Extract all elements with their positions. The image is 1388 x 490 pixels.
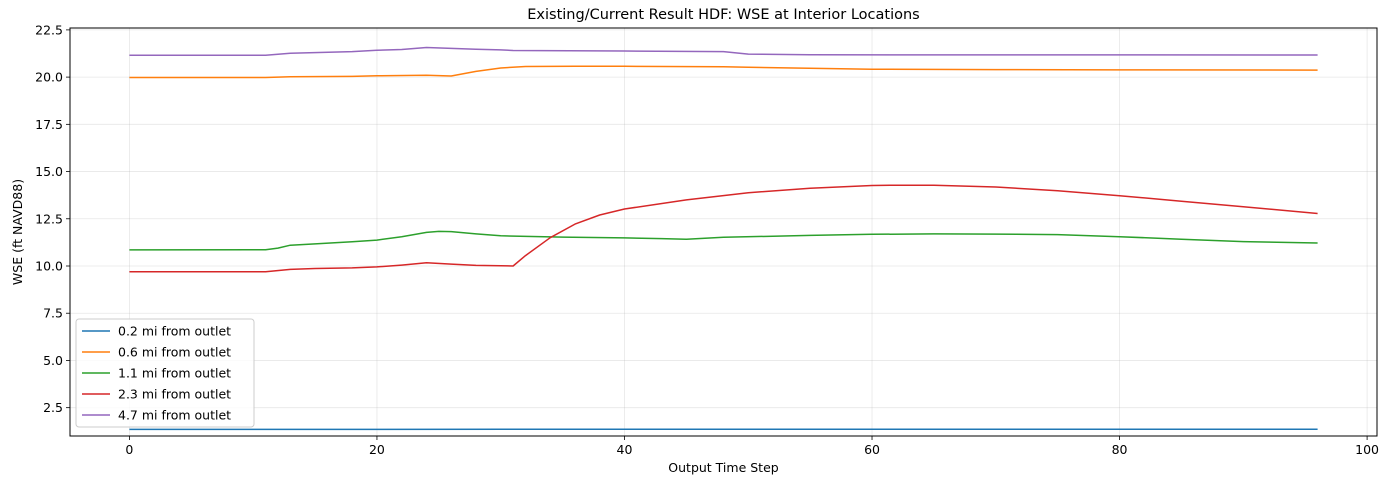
grid-layer (70, 28, 1377, 436)
x-tick-label: 80 (1112, 442, 1128, 457)
y-tick-label: 22.5 (35, 22, 63, 37)
y-tick-label: 20.0 (35, 70, 63, 85)
x-tick-label: 0 (125, 442, 133, 457)
x-tick-label: 40 (617, 442, 633, 457)
x-axis-label: Output Time Step (668, 460, 778, 475)
y-tick-label: 10.0 (35, 259, 63, 274)
chart-title: Existing/Current Result HDF: WSE at Inte… (527, 7, 919, 23)
legend-entry-label: 1.1 mi from outlet (118, 366, 231, 381)
y-axis-label: WSE (ft NAVD88) (10, 179, 25, 285)
x-tick-label: 100 (1355, 442, 1379, 457)
legend-entry-label: 0.2 mi from outlet (118, 324, 231, 339)
y-tick-label: 7.5 (43, 306, 63, 321)
legend-box (75, 318, 255, 428)
y-tick-label: 17.5 (35, 117, 63, 132)
y-tick-label: 2.5 (43, 400, 63, 415)
series-line-4 (129, 184, 1318, 273)
series-line-5 (129, 46, 1318, 56)
y-tick-label: 5.0 (43, 353, 63, 368)
series-line-2 (129, 65, 1318, 79)
plot-frame (69, 27, 1378, 437)
x-tick-label: 60 (864, 442, 880, 457)
legend: 0.2 mi from outlet 0.6 mi from outlet 1.1 … (75, 318, 255, 428)
series-line-3 (129, 230, 1318, 251)
legend-entry-label: 4.7 mi from outlet (118, 408, 231, 423)
x-tick-label: 20 (369, 442, 385, 457)
y-tick-label: 12.5 (35, 211, 63, 226)
tick-layer: 0 20 40 60 80 100 2.5 5.0 7.5 10.0 12.5 15.0 17.5 20.… (35, 22, 1379, 457)
legend-entry-label: 2.3 mi from outlet (118, 387, 231, 402)
legend-entry-label: 0.6 mi from outlet (118, 345, 231, 360)
series-layer (129, 46, 1318, 431)
y-tick-label: 15.0 (35, 164, 63, 179)
